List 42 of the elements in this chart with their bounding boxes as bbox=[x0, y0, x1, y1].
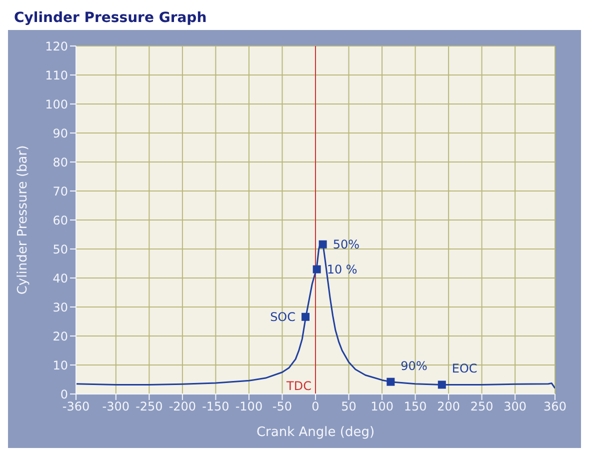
y-tick-label: 120 bbox=[45, 39, 68, 54]
y-tick-label: 70 bbox=[52, 184, 68, 198]
x-axis-title: Crank Angle (deg) bbox=[256, 425, 375, 440]
annotation: 10 % bbox=[326, 262, 358, 276]
y-tick-label: 110 bbox=[45, 68, 68, 82]
y-tick-label: 0 bbox=[60, 387, 68, 402]
point bbox=[438, 380, 446, 389]
ref-line-label: TDC bbox=[286, 379, 312, 393]
point bbox=[318, 240, 327, 248]
x-tick-label: -300 bbox=[102, 400, 130, 414]
annotation: SOC bbox=[270, 310, 296, 324]
x-tick-label: 360 bbox=[544, 400, 566, 414]
y-tick-label: 90 bbox=[52, 126, 68, 140]
x-tick-label: 250 bbox=[470, 400, 494, 414]
x-tick-label: 150 bbox=[404, 400, 427, 414]
y-tick-label: 40 bbox=[52, 271, 68, 286]
x-tick-label: 300 bbox=[504, 400, 527, 414]
y-tick-label: 60 bbox=[52, 213, 68, 228]
y-tick-label: 30 bbox=[52, 300, 68, 314]
x-tick-label: 50 bbox=[341, 400, 356, 414]
x-tick-label: -100 bbox=[235, 400, 263, 414]
point bbox=[302, 312, 310, 321]
x-tick-label: -50 bbox=[272, 400, 292, 414]
x-tick-label: 0 bbox=[312, 400, 320, 414]
x-tick-label: -200 bbox=[168, 400, 196, 414]
point bbox=[312, 265, 321, 274]
y-tick-label: 50 bbox=[52, 242, 68, 256]
annotation: 50% bbox=[332, 237, 360, 252]
y-tick-label: 10 bbox=[52, 358, 68, 372]
y-axis-title: Cylinder Pressure (bar) bbox=[16, 145, 31, 295]
y-tick-label: 80 bbox=[52, 155, 68, 170]
annotation: 90% bbox=[400, 358, 428, 373]
y-tick-label: 20 bbox=[52, 329, 68, 344]
x-tick-label: 200 bbox=[437, 400, 460, 414]
x-tick-label: 100 bbox=[370, 400, 394, 414]
x-tick-label: -360 bbox=[62, 400, 90, 414]
x-tick-label: -150 bbox=[202, 400, 230, 414]
chart-title: Cylinder Pressure Graph bbox=[13, 9, 208, 28]
point bbox=[386, 378, 395, 386]
y-tick-label: 100 bbox=[45, 97, 68, 112]
annotation: EOC bbox=[452, 362, 478, 376]
x-tick-label: -250 bbox=[136, 400, 163, 414]
